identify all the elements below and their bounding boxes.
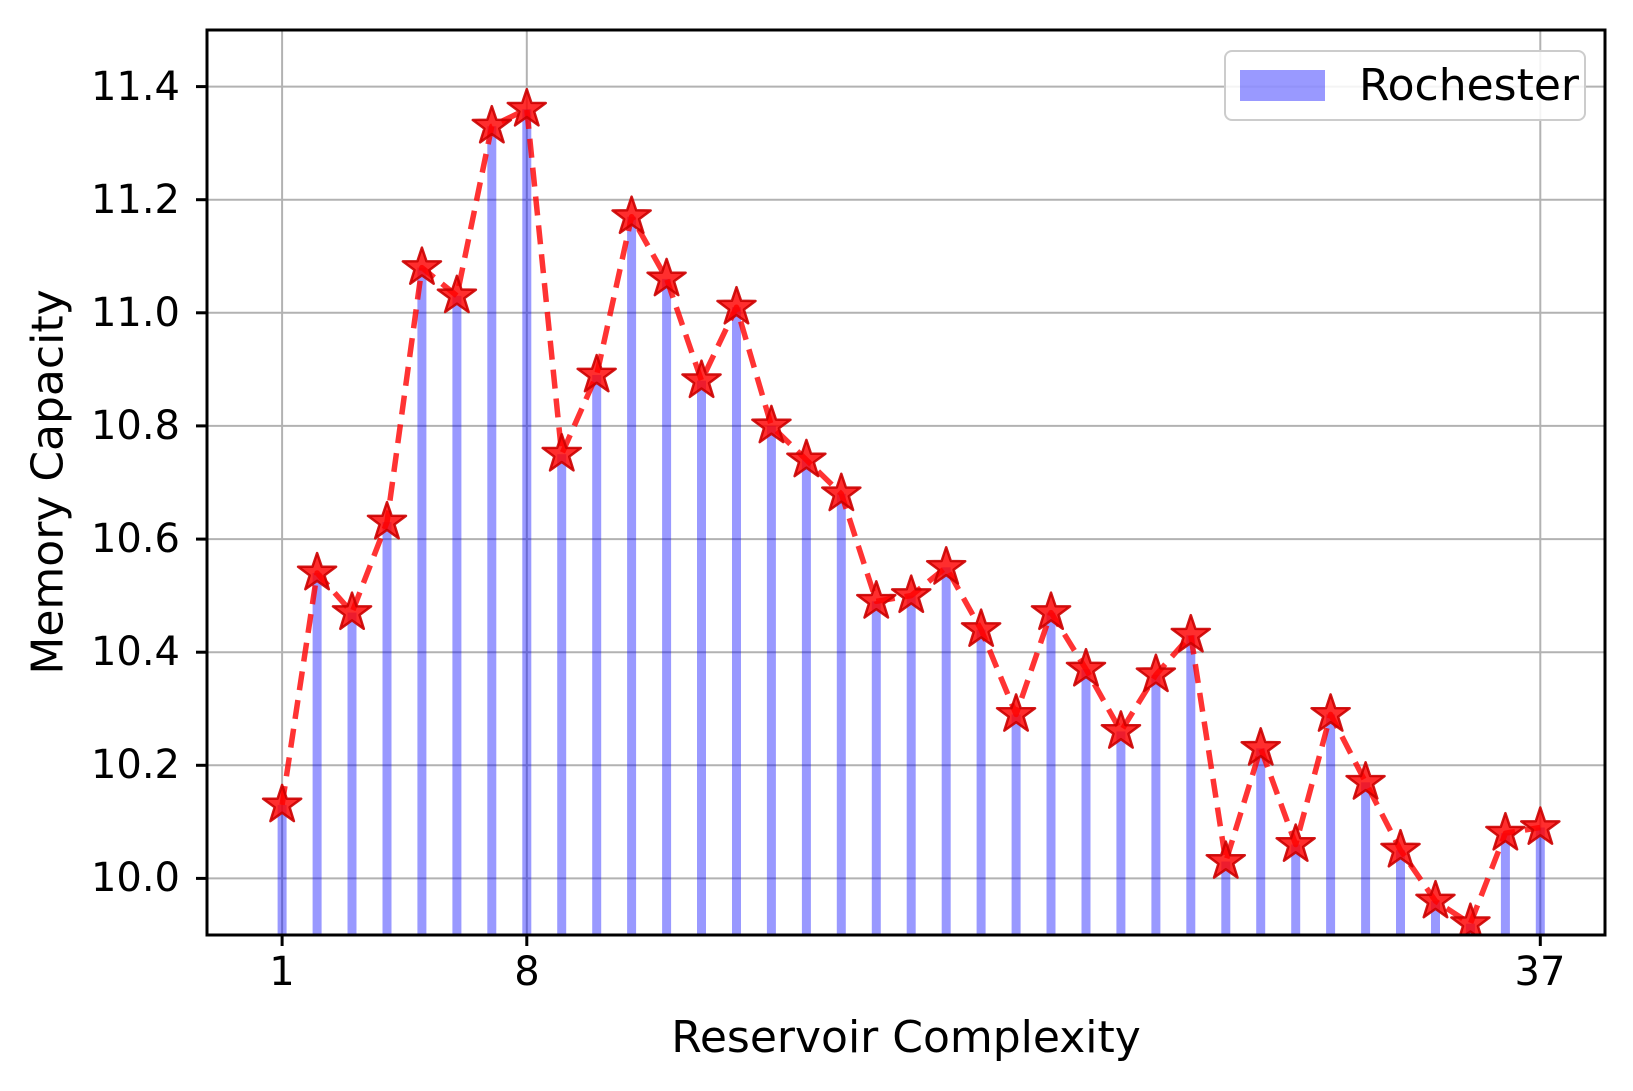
bar [941,567,951,935]
bar [627,216,637,935]
bar [697,380,706,935]
bar-series-rochester [277,109,1545,935]
star-marker [1275,823,1316,862]
star-marker [611,195,652,235]
star-marker [366,500,408,540]
bar [906,595,916,935]
star-marker [1030,591,1072,631]
gridlines [207,30,1605,935]
bar [801,459,811,935]
bar [1221,861,1231,935]
x-tick-label: 37 [1514,949,1566,995]
star-markers [261,87,1561,935]
bar [1431,901,1440,935]
star-marker [716,285,757,325]
star-marker [1415,879,1456,919]
legend-label: Rochester [1359,59,1579,111]
star-marker [890,574,932,614]
star-marker [296,551,338,591]
bar [766,425,776,935]
y-axis-title: Memory Capacity [22,289,74,675]
y-tick-label: 10.4 [90,629,180,675]
bar [347,612,357,935]
bar [662,278,672,935]
star-marker [331,591,373,631]
bar [452,295,462,935]
bar [976,629,986,935]
x-axis-title: Reservoir Complexity [671,1012,1141,1063]
star-marker [681,359,722,399]
legend-swatch-rochester [1240,70,1325,101]
bar [1291,844,1301,935]
bar [557,454,567,935]
star-marker [821,472,862,512]
plot-border [205,28,1607,937]
bar [1361,782,1371,935]
bar [1081,669,1091,935]
star-marker [471,104,513,144]
y-tick-label: 10.2 [90,742,180,788]
star-marker [1380,828,1421,868]
star-marker [1450,902,1491,935]
bar [1046,612,1056,935]
star-marker [506,87,548,127]
star-marker [751,404,792,444]
star-marker [1205,840,1247,879]
star-marker [856,580,897,619]
star-marker [960,608,1002,647]
bar [1326,714,1336,935]
bar [1011,714,1021,935]
bar [1256,748,1266,935]
x-tick-label: 8 [514,949,540,995]
star-marker [1170,613,1212,653]
bar [277,804,287,935]
star-marker [1135,653,1177,693]
y-tick-label: 10.8 [90,403,180,449]
bar [836,493,846,935]
bar [1186,635,1196,935]
y-tick-label: 10.6 [90,516,180,562]
bar [732,307,741,935]
bar [1535,827,1545,935]
star-marker [1100,710,1142,749]
x-tick-label: 1 [269,949,295,995]
star-marker [1520,806,1561,845]
bar [382,522,392,935]
bar [1500,833,1510,935]
y-tick-label: 10.0 [90,855,180,901]
bar [312,573,322,935]
star-marker [436,274,478,314]
bar [1396,850,1405,935]
y-tick-label: 11.4 [90,64,180,110]
star-marker [786,438,827,478]
star-marker [995,693,1037,732]
y-tick-label: 11.0 [90,290,180,336]
star-marker [1240,727,1282,766]
bar [1151,674,1161,935]
bar [522,109,532,935]
star-marker [541,432,583,472]
star-marker [1310,693,1351,732]
star-marker [576,353,617,393]
bar [871,601,881,935]
bar [1116,731,1126,935]
legend: Rochester [1224,50,1586,121]
star-marker [1485,811,1526,851]
bar [417,267,427,935]
star-marker [1065,647,1107,687]
star-marker [1345,761,1386,800]
tick-marks [196,85,1542,946]
y-tick-label: 11.2 [90,177,180,223]
data-layer [261,87,1561,935]
bar [487,126,497,935]
star-marker [925,546,967,585]
star-marker [646,257,687,297]
star-marker [401,246,443,285]
bar [592,375,602,935]
star-marker [261,783,303,823]
